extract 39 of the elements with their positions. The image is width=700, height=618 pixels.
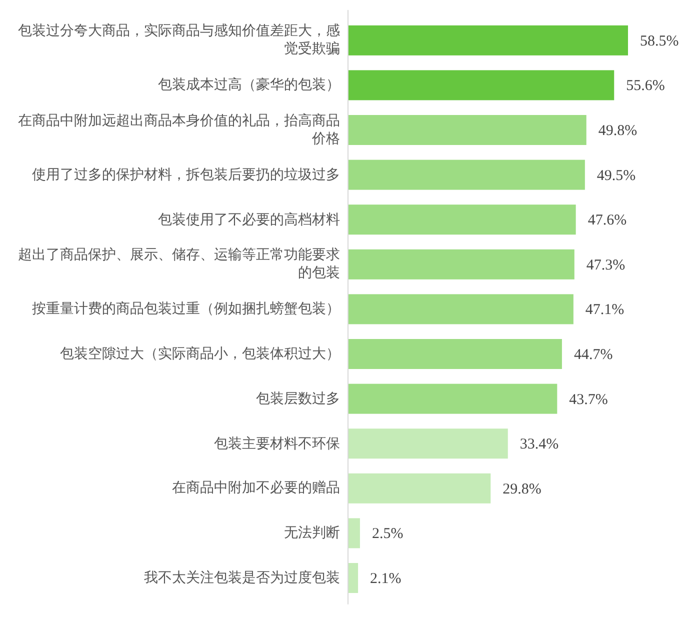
y-tick-label: 包装层数过多: [256, 390, 340, 408]
y-tick-label: 按重量计费的商品包装过重（例如捆扎螃蟹包装）: [32, 300, 340, 318]
bar: [348, 384, 558, 414]
bar: [348, 518, 360, 548]
y-tick-label: 无法判断: [284, 524, 340, 542]
data-label: 49.8%: [598, 123, 638, 139]
data-label: 43.7%: [569, 392, 608, 408]
y-tick-label: 包装使用了不必要的高档材料: [158, 210, 340, 229]
data-label: 58.5%: [640, 33, 679, 50]
bar: [348, 160, 585, 190]
data-label: 49.5%: [596, 168, 636, 184]
data-label: 2.5%: [372, 526, 404, 542]
bar: [348, 115, 586, 145]
bar: [348, 204, 576, 235]
data-label: 55.6%: [626, 78, 665, 94]
bar: [348, 70, 614, 100]
bar: [348, 563, 358, 593]
data-label: 44.7%: [574, 347, 613, 363]
bar: [348, 249, 574, 280]
y-tick-label: 使用了过多的保护材料，拆包装后要扔的垃圾过多: [32, 166, 340, 184]
y-tick-label: 包装过分夸大商品，实际商品与感知价值差距大，感觉受欺骗: [17, 22, 340, 58]
y-tick-label: 超出了商品保护、展示、储存、运输等正常功能要求的包装: [17, 246, 340, 282]
bar: [348, 339, 562, 369]
y-tick-label: 包装主要材料不环保: [214, 434, 340, 453]
y-tick-label: 我不太关注包装是否为过度包装: [144, 569, 340, 587]
y-tick-label: 包装空隙过大（实际商品小，包装体积过大）: [60, 345, 340, 363]
bar: [348, 428, 508, 459]
bar: [348, 25, 628, 56]
data-label: 47.3%: [586, 257, 626, 274]
data-label: 2.1%: [370, 571, 402, 587]
data-label: 33.4%: [520, 436, 559, 453]
data-label: 47.6%: [588, 212, 627, 229]
y-tick-label: 在商品中附加不必要的赠品: [172, 479, 340, 498]
data-label: 47.1%: [585, 302, 624, 318]
y-tick-label: 包装成本过高（豪华的包装）: [158, 76, 340, 94]
bar: [348, 473, 491, 504]
y-tick-label: 在商品中附加远超出商品本身价值的礼品，抬高商品价格: [17, 112, 340, 148]
bar: [348, 294, 574, 324]
data-label: 29.8%: [502, 481, 542, 498]
